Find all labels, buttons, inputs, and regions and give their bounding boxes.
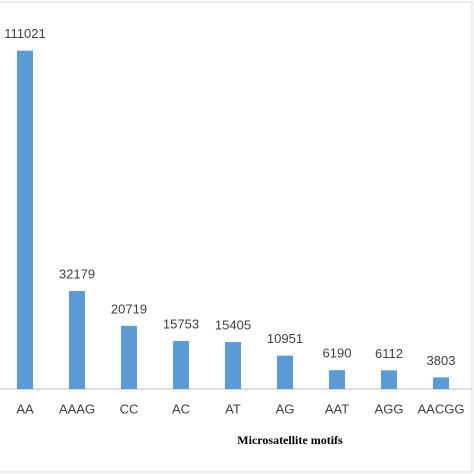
bar (69, 290, 85, 389)
value-label: 111021 (4, 26, 45, 41)
x-tick-label: CC (120, 401, 139, 416)
x-tick-label: AA (16, 401, 34, 416)
value-label: 15405 (215, 317, 251, 332)
bar (225, 342, 241, 389)
bar (433, 377, 449, 389)
x-axis-title: Microsatellite motifs (237, 433, 343, 447)
x-tick-label: AG (276, 401, 295, 416)
value-label: 6112 (375, 346, 403, 361)
x-tick-label: AACGG (418, 401, 465, 416)
bar (277, 355, 293, 389)
x-tick-label: AC (172, 401, 190, 416)
x-tick-label: AT (225, 401, 241, 416)
bar (17, 50, 33, 389)
x-tick-label: AAAG (59, 401, 95, 416)
bar (173, 340, 189, 389)
x-tick-label: AAT (325, 401, 349, 416)
value-label: 10951 (267, 331, 303, 346)
bar (329, 370, 345, 389)
value-label: 32179 (59, 266, 95, 281)
value-label: 15753 (163, 316, 199, 331)
value-label: 20719 (111, 301, 147, 316)
bar (381, 370, 397, 389)
x-tick-label: AGG (375, 401, 404, 416)
bar (121, 325, 137, 389)
value-label: 3803 (427, 353, 456, 368)
value-label: 6190 (323, 346, 352, 361)
